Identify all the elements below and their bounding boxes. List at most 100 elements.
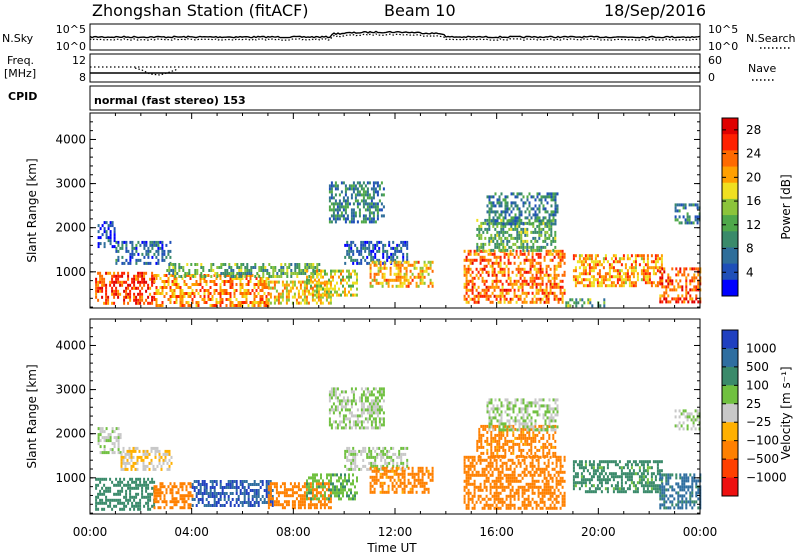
power-cell — [580, 278, 583, 282]
power-cell — [561, 294, 564, 298]
power-cell — [382, 246, 385, 250]
power-cell — [510, 233, 513, 237]
vel-cell — [507, 473, 510, 477]
vel-cell — [497, 506, 500, 510]
vel-cell — [113, 492, 116, 496]
power-cell — [127, 286, 130, 290]
power-cell — [640, 254, 643, 258]
vel-cell — [147, 504, 150, 508]
vel-cell — [380, 458, 383, 462]
power-cell — [576, 260, 579, 264]
vel-cell — [133, 504, 136, 508]
vel-cell — [377, 478, 380, 482]
vel-cell — [129, 483, 132, 487]
vel-cell — [243, 480, 246, 483]
power-cell — [602, 281, 605, 285]
power-cell — [401, 275, 404, 279]
vel-cell — [229, 492, 232, 495]
power-cell — [121, 271, 124, 275]
power-cell — [245, 289, 248, 292]
power-cell — [362, 187, 365, 191]
power-cell — [263, 286, 266, 289]
power-cell — [465, 273, 468, 277]
vel-cell — [356, 464, 359, 468]
vel-cell — [247, 501, 250, 504]
power-cell — [95, 295, 98, 299]
power-cell — [590, 281, 593, 285]
vel-cell — [481, 473, 484, 477]
vel-cell — [386, 455, 389, 459]
power-cell — [356, 199, 359, 203]
vel-cell — [123, 507, 126, 511]
power-cell — [652, 266, 655, 270]
vel-cell — [314, 476, 316, 480]
power-cell — [171, 283, 174, 286]
vel-cell — [150, 461, 153, 465]
vel-cell — [350, 390, 353, 394]
vel-cell — [113, 504, 116, 508]
power-cell — [354, 214, 357, 218]
power-cell — [565, 304, 568, 308]
power-cell — [583, 301, 586, 305]
power-cell — [299, 283, 302, 287]
vel-cell — [340, 482, 342, 486]
power-cell — [369, 284, 372, 288]
power-cell — [378, 184, 381, 188]
vel-cell — [117, 489, 120, 493]
vel-cell — [372, 408, 375, 412]
power-cell — [157, 274, 160, 277]
power-cell — [230, 269, 233, 272]
vel-cell — [503, 500, 506, 504]
vel-cell — [505, 494, 508, 498]
power-cell — [495, 282, 498, 286]
power-cell — [510, 245, 513, 249]
power-cell — [372, 184, 375, 188]
vel-cell — [269, 488, 272, 492]
vel-cell — [344, 455, 347, 459]
vel-cell — [303, 506, 306, 510]
power-cell — [101, 274, 104, 278]
vel-cell — [289, 482, 292, 486]
vel-cell — [95, 495, 98, 499]
power-cell — [618, 269, 621, 273]
power-cell — [522, 248, 525, 252]
power-cell — [113, 245, 116, 249]
power-cell — [374, 202, 377, 206]
power-cell — [548, 227, 551, 231]
power-cell — [141, 252, 144, 256]
vel-cell — [393, 490, 396, 494]
power-cell — [372, 193, 375, 197]
power-cell — [314, 266, 317, 269]
power-cell — [139, 274, 142, 278]
vel-cell — [199, 489, 202, 492]
vel-cell — [101, 451, 104, 455]
vel-cell — [307, 506, 310, 510]
vel-cell — [342, 485, 344, 489]
vel-cell — [259, 486, 262, 489]
vel-cell — [203, 489, 206, 492]
power-cell — [376, 190, 379, 194]
power-cell — [693, 276, 696, 280]
power-cell — [555, 264, 558, 268]
vel-cell — [407, 466, 410, 470]
power-cell — [467, 270, 470, 274]
vel-cell — [327, 500, 330, 504]
vel-cell — [391, 484, 394, 488]
power-cell — [389, 269, 392, 273]
power-cell — [354, 281, 356, 285]
power-cell — [480, 224, 483, 228]
power-cell — [289, 280, 292, 284]
power-cell — [203, 289, 206, 292]
power-cell — [491, 252, 494, 256]
vel-cell — [168, 464, 171, 468]
power-cell — [248, 269, 251, 272]
power-cell — [686, 215, 689, 219]
vel-cell — [283, 482, 286, 486]
power-cell — [246, 272, 249, 275]
vel-cell — [124, 467, 127, 471]
power-cell — [504, 224, 507, 228]
power-cell — [370, 211, 373, 215]
vel-cell — [169, 506, 172, 510]
vel-cell — [368, 446, 371, 450]
vel-cell — [401, 475, 404, 479]
